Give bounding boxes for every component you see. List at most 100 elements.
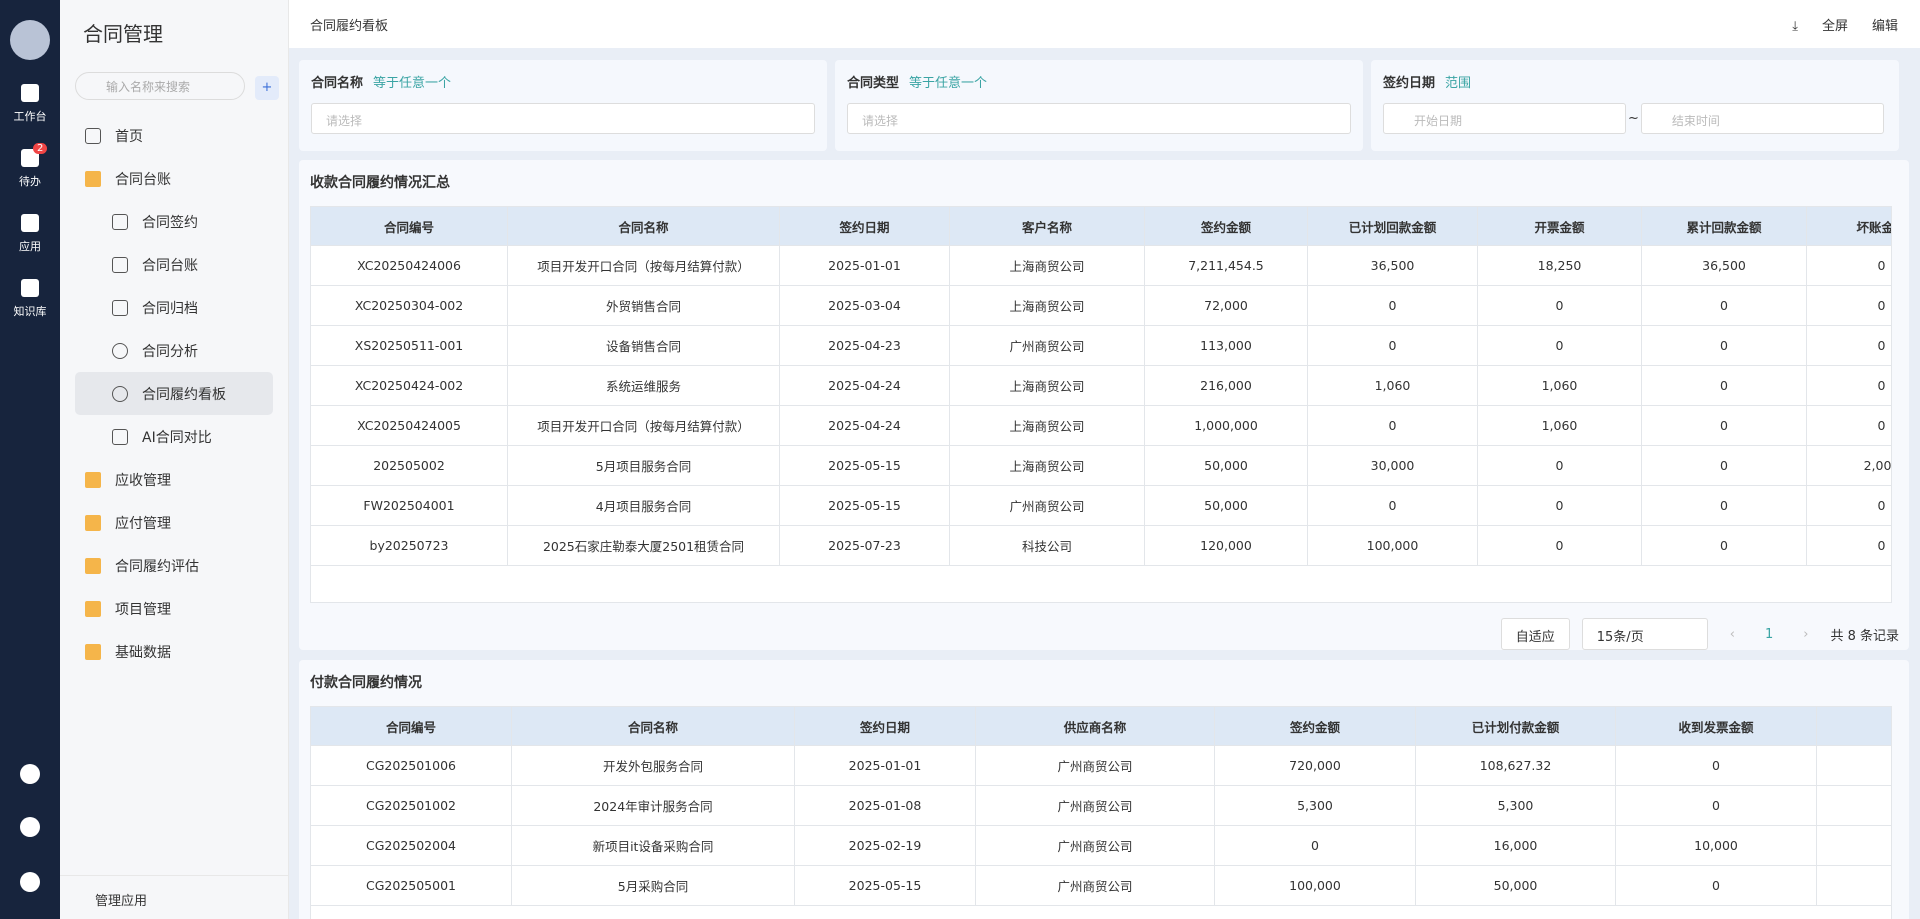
- table-cell: 0: [1807, 486, 1891, 525]
- settings[interactable]: [20, 872, 40, 892]
- payable-card: 付款合同履约情况 合同编号 合同名称 签约日期 供应商名称 签约金额 已计划付款金额 收到发票…: [299, 660, 1909, 919]
- filter-select[interactable]: 请选择: [311, 103, 815, 134]
- search[interactable]: 输入名称来搜索: [75, 72, 245, 100]
- filter: 合同类型 等于任意一个 请选择: [835, 60, 1363, 151]
- table-cell: 2025-04-23: [780, 326, 950, 365]
- menu-item[interactable]: 合同归档: [75, 286, 273, 329]
- pagination: 自适应 15条/页 ‹ 1 › 共 8 条记录: [1489, 618, 1899, 650]
- menu-item[interactable]: 应付管理: [75, 501, 273, 544]
- filter-op[interactable]: 范围: [1445, 76, 1472, 91]
- menu-icon: [85, 600, 101, 617]
- table-cell: 0: [1478, 286, 1642, 325]
- column-header: 签约日期: [780, 207, 950, 245]
- menu-item[interactable]: AI合同对比: [75, 415, 273, 458]
- table-cell: 外贸销售合同: [508, 286, 780, 325]
- menu-item[interactable]: 合同签约: [75, 200, 273, 243]
- download[interactable]: ⤓: [1792, 19, 1798, 34]
- nav-item[interactable]: 应用: [0, 214, 60, 279]
- table-cell: 项目开发开口合同（按每月结算付款）: [508, 406, 780, 445]
- table-cell: 开发外包服务合同: [512, 746, 795, 785]
- table-cell: 1,060: [1308, 366, 1478, 405]
- menu-label: 应收管理: [115, 472, 171, 489]
- table-cell: 上海商贸公司: [950, 286, 1145, 325]
- table-cell: 0: [1215, 826, 1416, 865]
- menu-item[interactable]: 应收管理: [75, 458, 273, 501]
- nav-item[interactable]: 工作台: [0, 84, 60, 149]
- table-row: 202505002 5月项目服务合同 2025-05-15 上海商贸公司 50,000 3…: [311, 446, 1891, 486]
- table-cell: 2025-01-01: [780, 246, 950, 285]
- bell[interactable]: [20, 764, 40, 784]
- filter-op[interactable]: 等于任意一个: [373, 76, 452, 91]
- table-cell: 2,000: [1807, 446, 1891, 485]
- table-cell: 0: [1478, 486, 1642, 525]
- menu-icon: [112, 385, 128, 402]
- menu-item[interactable]: 合同履约评估: [75, 544, 273, 587]
- table-cell: 0: [1642, 406, 1807, 445]
- table-cell: 0: [1807, 286, 1891, 325]
- menu-item[interactable]: 合同台账: [75, 243, 273, 286]
- start-date[interactable]: 开始日期: [1383, 103, 1626, 134]
- nav-item[interactable]: 待办 2: [0, 143, 60, 214]
- menu-icon: [85, 127, 101, 144]
- add[interactable]: +: [255, 76, 279, 100]
- filter-head: 合同名称 等于任意一个: [311, 72, 815, 91]
- menu-label: 合同台账: [115, 171, 171, 188]
- menu-item[interactable]: 项目管理: [75, 587, 273, 630]
- page[interactable]: 1: [1764, 626, 1774, 642]
- header-row: 合同编号 合同名称 签约日期 供应商名称 签约金额 已计划付款金额 收到发票金额: [311, 707, 1891, 746]
- menu-label: 合同归档: [142, 300, 198, 317]
- table-cell: 113,000: [1145, 326, 1308, 365]
- nav-icon: [21, 279, 39, 297]
- menu-item[interactable]: 基础数据: [75, 630, 273, 673]
- menu-label: 首页: [115, 128, 143, 145]
- nav-icon: [21, 149, 39, 167]
- table-cell: 广州商贸公司: [976, 746, 1215, 785]
- fullscreen[interactable]: 全屏: [1821, 19, 1848, 34]
- sidebar-title: 合同管理: [83, 22, 163, 46]
- table-cell: 系统运维服务: [508, 366, 780, 405]
- table-cell: 0: [1807, 406, 1891, 445]
- end-date[interactable]: 结束时间: [1640, 103, 1884, 134]
- table-cell: FW202504001: [311, 486, 508, 525]
- help[interactable]: [20, 817, 40, 837]
- menu-label: 合同签约: [142, 214, 198, 231]
- table-cell: 30,000: [1308, 446, 1478, 485]
- table-cell: 1,060: [1478, 406, 1642, 445]
- menu-icon: [85, 557, 101, 574]
- menu-item[interactable]: 合同台账: [75, 157, 273, 200]
- menu-icon: [112, 213, 128, 230]
- date-sep: ~: [1628, 111, 1639, 126]
- table-cell: 设备销售合同: [508, 326, 780, 365]
- nav-label: 待办: [19, 175, 41, 188]
- nav-label: 知识库: [13, 305, 47, 318]
- column-header: 已计划回款金额: [1308, 207, 1478, 245]
- table-cell: CG202501002: [311, 786, 512, 825]
- column-header: 开票金额: [1478, 207, 1642, 245]
- table-row: by20250723 2025石家庄勒泰大厦2501租赁合同 2025-07-23 科…: [311, 526, 1891, 566]
- nav-bar: 工作台 待办 2 应用知识库: [0, 0, 60, 919]
- avatar[interactable]: [10, 20, 50, 60]
- nav-item[interactable]: 知识库: [0, 279, 60, 344]
- table-cell: 108,627.32: [1416, 746, 1616, 785]
- column-header: 合同编号: [311, 707, 512, 745]
- menu-item[interactable]: 合同分析: [75, 329, 273, 372]
- table-cell: 广州商贸公司: [950, 486, 1145, 525]
- menu-icon: [112, 299, 128, 316]
- filter-select[interactable]: 请选择: [847, 103, 1351, 134]
- table-row: CG202501002 2024年审计服务合同 2025-01-08 广州商贸公司 5,…: [311, 786, 1891, 826]
- edit[interactable]: 编辑: [1871, 19, 1898, 34]
- table-row: CG202505001 5月采购合同 2025-05-15 广州商贸公司 100,000…: [311, 866, 1891, 906]
- filter-head: 签约日期 范围: [1383, 72, 1887, 91]
- card-title: 收款合同履约情况汇总: [310, 175, 450, 191]
- menu-item[interactable]: 合同履约看板: [75, 372, 273, 415]
- manage-app[interactable]: 管理应用: [60, 875, 289, 919]
- fit[interactable]: 自适应: [1500, 618, 1570, 650]
- menu-item[interactable]: 首页: [75, 114, 273, 157]
- table-cell: XS20250511-001: [311, 326, 508, 365]
- table-cell: 广州商贸公司: [976, 786, 1215, 825]
- page-size[interactable]: 15条/页: [1581, 618, 1708, 650]
- nav-icon: [21, 214, 39, 232]
- filter-op[interactable]: 等于任意一个: [909, 76, 988, 91]
- main: 合同履约看板 ⤓ 全屏 编辑 合同名称 等于任意一个 请选择 合同类型 等于任意一个 请选择签…: [289, 0, 1920, 919]
